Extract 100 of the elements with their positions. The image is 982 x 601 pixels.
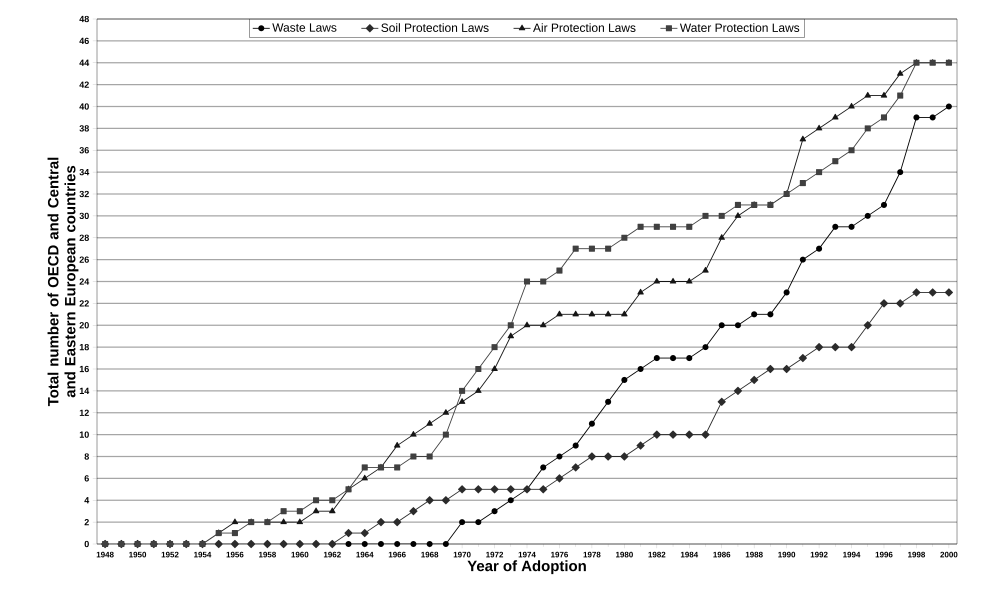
point [360, 528, 369, 538]
point [296, 518, 304, 524]
point [832, 224, 838, 230]
y-tick-label: 20 [80, 322, 89, 328]
point [508, 332, 514, 338]
point [864, 212, 871, 219]
point [556, 453, 562, 460]
point [362, 540, 368, 548]
point [393, 518, 402, 526]
point [232, 518, 238, 524]
point [654, 224, 660, 230]
y-tick-label: 6 [84, 475, 89, 482]
point [751, 311, 758, 318]
point [344, 528, 353, 538]
point [654, 355, 660, 362]
y-tick-label: 38 [79, 125, 89, 132]
point [864, 92, 871, 98]
point [784, 289, 790, 296]
point [686, 278, 692, 284]
point [798, 354, 807, 362]
point [897, 92, 904, 99]
point [848, 102, 855, 109]
point [329, 497, 336, 504]
point [734, 322, 741, 328]
point [296, 508, 303, 514]
point [816, 124, 822, 130]
point [280, 508, 287, 514]
point [621, 234, 628, 241]
point [718, 212, 725, 219]
point [718, 322, 725, 328]
point [946, 103, 952, 110]
y-tick-label: 18 [80, 344, 89, 350]
point [410, 453, 416, 460]
point [702, 266, 709, 273]
y-axis-title: Total number of OECD and Central and Eastern European countries [48, 158, 78, 406]
point [814, 343, 824, 352]
point [539, 485, 548, 494]
point [864, 125, 871, 132]
point [426, 453, 433, 460]
point [362, 474, 368, 480]
point [572, 246, 579, 252]
point [508, 322, 514, 328]
point [378, 540, 384, 548]
y-tick-label: 4 [84, 497, 90, 504]
point [556, 268, 562, 274]
legend-label: Waste Laws [272, 23, 336, 32]
point [442, 540, 449, 548]
point [880, 299, 888, 308]
point [458, 485, 466, 494]
point [767, 311, 774, 318]
point [750, 376, 758, 384]
point [816, 246, 822, 252]
point [492, 344, 498, 350]
point [604, 452, 612, 461]
point [459, 519, 466, 526]
y-tick-label: 10 [80, 431, 89, 438]
point [409, 507, 418, 516]
point [442, 496, 450, 504]
point [280, 518, 287, 524]
point [685, 430, 694, 439]
point [637, 288, 644, 294]
point [475, 387, 482, 393]
point [638, 224, 644, 230]
point [232, 530, 238, 536]
point [410, 430, 417, 437]
point [621, 310, 628, 316]
legend-label: Soil Protection Laws [381, 23, 489, 32]
point [426, 420, 433, 426]
point [831, 343, 840, 352]
legend-label: Water Protection Laws [680, 23, 800, 32]
y-tick-label: 34 [79, 168, 90, 176]
point [572, 463, 580, 472]
point [490, 485, 499, 494]
point [572, 442, 579, 449]
point [556, 310, 563, 316]
point [848, 224, 855, 230]
point [475, 519, 482, 526]
point [442, 409, 450, 415]
point [426, 540, 433, 548]
point [508, 497, 514, 504]
y-tick-label: 44 [79, 60, 90, 66]
point [734, 202, 741, 208]
point [880, 92, 888, 98]
point [848, 147, 855, 154]
point [702, 344, 709, 350]
point [702, 212, 709, 219]
point [654, 278, 660, 284]
point [394, 442, 400, 448]
point [668, 430, 678, 439]
point [376, 518, 386, 526]
point [718, 398, 726, 406]
point [410, 540, 416, 548]
point [897, 70, 904, 76]
point [800, 136, 806, 142]
point [540, 464, 546, 470]
x-axis-title: Year of Adoption [467, 560, 586, 574]
y-tick-label: 24 [80, 278, 90, 285]
point [362, 464, 368, 470]
point [638, 366, 644, 372]
point [896, 299, 904, 308]
